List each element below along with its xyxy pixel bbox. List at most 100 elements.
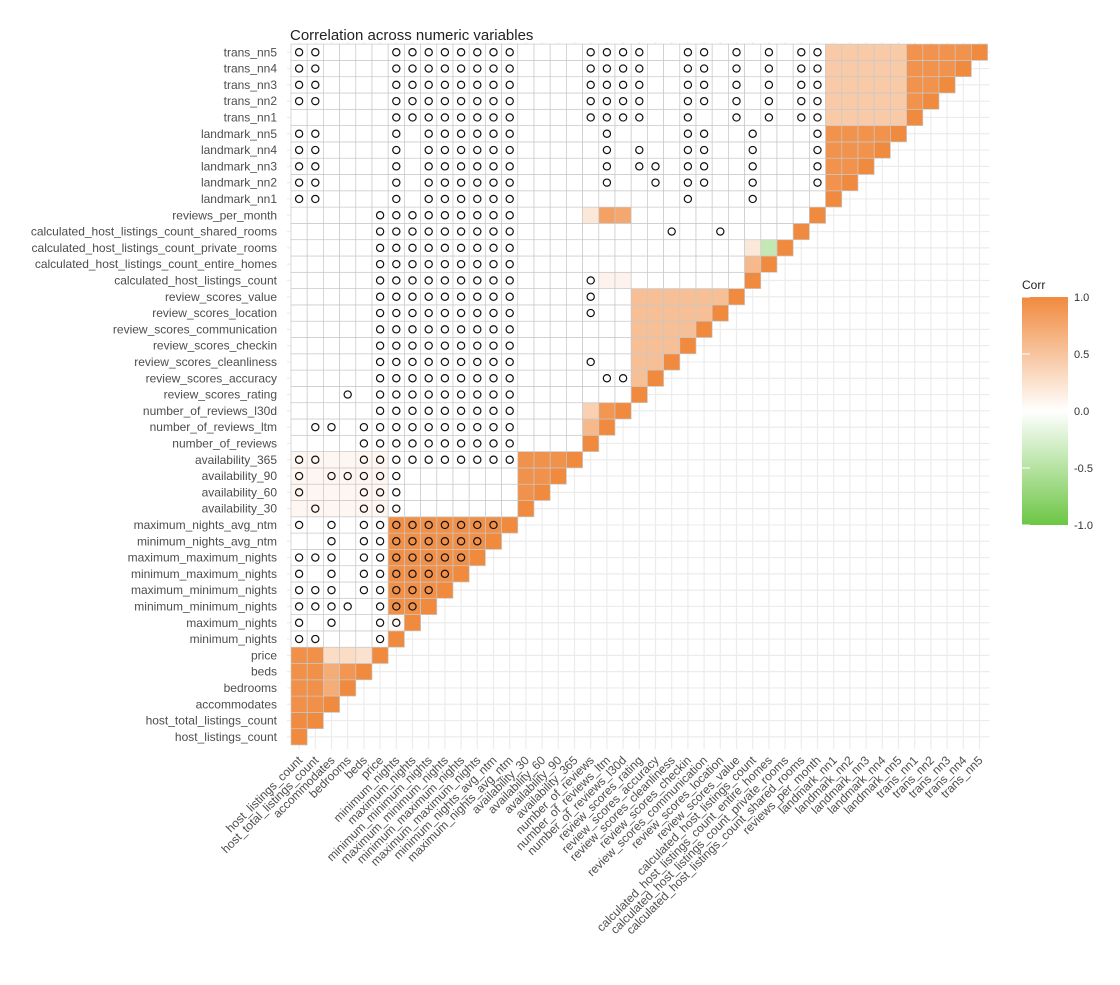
heatmap-tile: [614, 239, 632, 257]
heatmap-tile: [614, 386, 632, 404]
heatmap-tile: [695, 320, 713, 338]
heatmap-tile: [873, 125, 891, 143]
heatmap-tile: [420, 402, 438, 420]
heatmap-tile: [760, 141, 778, 159]
heatmap-tile: [339, 565, 357, 583]
heatmap-tile: [404, 451, 421, 469]
heatmap-tile: [809, 125, 826, 143]
heatmap-tile: [387, 60, 405, 78]
heatmap-tile: [873, 92, 891, 110]
nonsignificant-marker: [505, 162, 514, 171]
y-tick-label: host_listings_count: [175, 730, 278, 744]
heatmap-tile: [744, 239, 762, 257]
heatmap-tile: [436, 369, 454, 387]
nonsignificant-marker: [683, 64, 693, 73]
heatmap-tile: [323, 288, 340, 306]
heatmap-tile: [873, 108, 891, 126]
y-tick-label: reviews_per_month: [172, 208, 277, 222]
heatmap-tile: [436, 125, 454, 143]
heatmap-tile: [485, 500, 502, 518]
heatmap-tile: [630, 239, 648, 257]
heatmap-tile: [760, 223, 778, 241]
heatmap-tile: [452, 532, 470, 550]
heatmap-tile: [290, 369, 308, 387]
heatmap-tile: [436, 157, 454, 175]
heatmap-tile: [404, 320, 421, 338]
heatmap-tile: [549, 386, 567, 404]
y-tick-label: calculated_host_listings_count_private_r…: [32, 241, 277, 255]
heatmap-tile: [420, 565, 438, 583]
nonsignificant-marker: [424, 439, 433, 448]
heatmap-tile: [533, 288, 551, 306]
heatmap-tile: [339, 614, 357, 632]
heatmap-tile: [355, 304, 373, 322]
heatmap-tile: [339, 125, 357, 143]
heatmap-tile: [339, 581, 357, 599]
nonsignificant-marker: [683, 113, 693, 122]
heatmap-tile: [290, 630, 308, 648]
heatmap-tile: [517, 92, 535, 110]
heatmap-tile: [711, 304, 729, 322]
heatmap-tile: [306, 402, 324, 420]
nonsignificant-marker: [489, 455, 498, 464]
nonsignificant-marker: [456, 113, 466, 122]
heatmap-tile: [290, 125, 308, 143]
heatmap-tile: [420, 271, 438, 289]
heatmap-tile: [323, 500, 340, 518]
nonsignificant-marker: [440, 64, 450, 73]
nonsignificant-marker: [392, 537, 401, 546]
nonsignificant-marker: [359, 537, 369, 546]
nonsignificant-marker: [505, 308, 514, 318]
nonsignificant-marker: [424, 422, 433, 432]
nonsignificant-marker: [473, 455, 482, 464]
heatmap-tile: [890, 108, 907, 126]
heatmap-tile: [663, 271, 681, 289]
heatmap-tile: [517, 304, 535, 322]
nonsignificant-marker: [392, 113, 401, 122]
nonsignificant-marker: [635, 145, 644, 155]
nonsignificant-marker: [311, 162, 320, 171]
heatmap-tile: [485, 108, 502, 126]
nonsignificant-marker: [699, 162, 709, 171]
heatmap-tile: [679, 239, 697, 257]
nonsignificant-marker: [392, 569, 401, 579]
nonsignificant-marker: [408, 374, 417, 383]
nonsignificant-marker: [473, 129, 482, 138]
heatmap-tile: [420, 174, 438, 192]
heatmap-tile: [501, 125, 519, 143]
heatmap-tile: [647, 157, 664, 175]
heatmap-tile: [323, 92, 340, 110]
heatmap-tile: [339, 157, 357, 175]
heatmap-tile: [452, 141, 470, 159]
heatmap-tile: [468, 108, 486, 126]
heatmap-tile: [711, 141, 729, 159]
nonsignificant-marker: [294, 129, 304, 138]
heatmap-tile: [404, 92, 421, 110]
heatmap-tile: [371, 288, 389, 306]
heatmap-tile: [468, 92, 486, 110]
nonsignificant-marker: [473, 145, 482, 155]
heatmap-tile: [647, 60, 664, 78]
heatmap-tile: [468, 271, 486, 289]
heatmap-tile: [598, 288, 616, 306]
heatmap-tile: [290, 239, 308, 257]
heatmap-tile: [792, 190, 810, 208]
nonsignificant-marker: [683, 145, 693, 155]
heatmap-tile: [371, 255, 389, 273]
nonsignificant-marker: [489, 243, 498, 253]
heatmap-tile: [663, 304, 681, 322]
heatmap-tile: [744, 141, 762, 159]
heatmap-tile: [404, 141, 421, 159]
heatmap-tile: [485, 337, 502, 355]
heatmap-tile: [323, 223, 340, 241]
heatmap-tile: [323, 418, 340, 436]
heatmap-tile: [306, 434, 324, 452]
heatmap-tile: [404, 386, 421, 404]
heatmap-tile: [355, 223, 373, 241]
heatmap-tile: [549, 255, 567, 273]
heatmap-tile: [485, 157, 502, 175]
heatmap-tile: [517, 402, 535, 420]
heatmap-tile: [306, 157, 324, 175]
heatmap-tile: [290, 288, 308, 306]
y-tick-label: landmark_nn4: [201, 143, 277, 157]
